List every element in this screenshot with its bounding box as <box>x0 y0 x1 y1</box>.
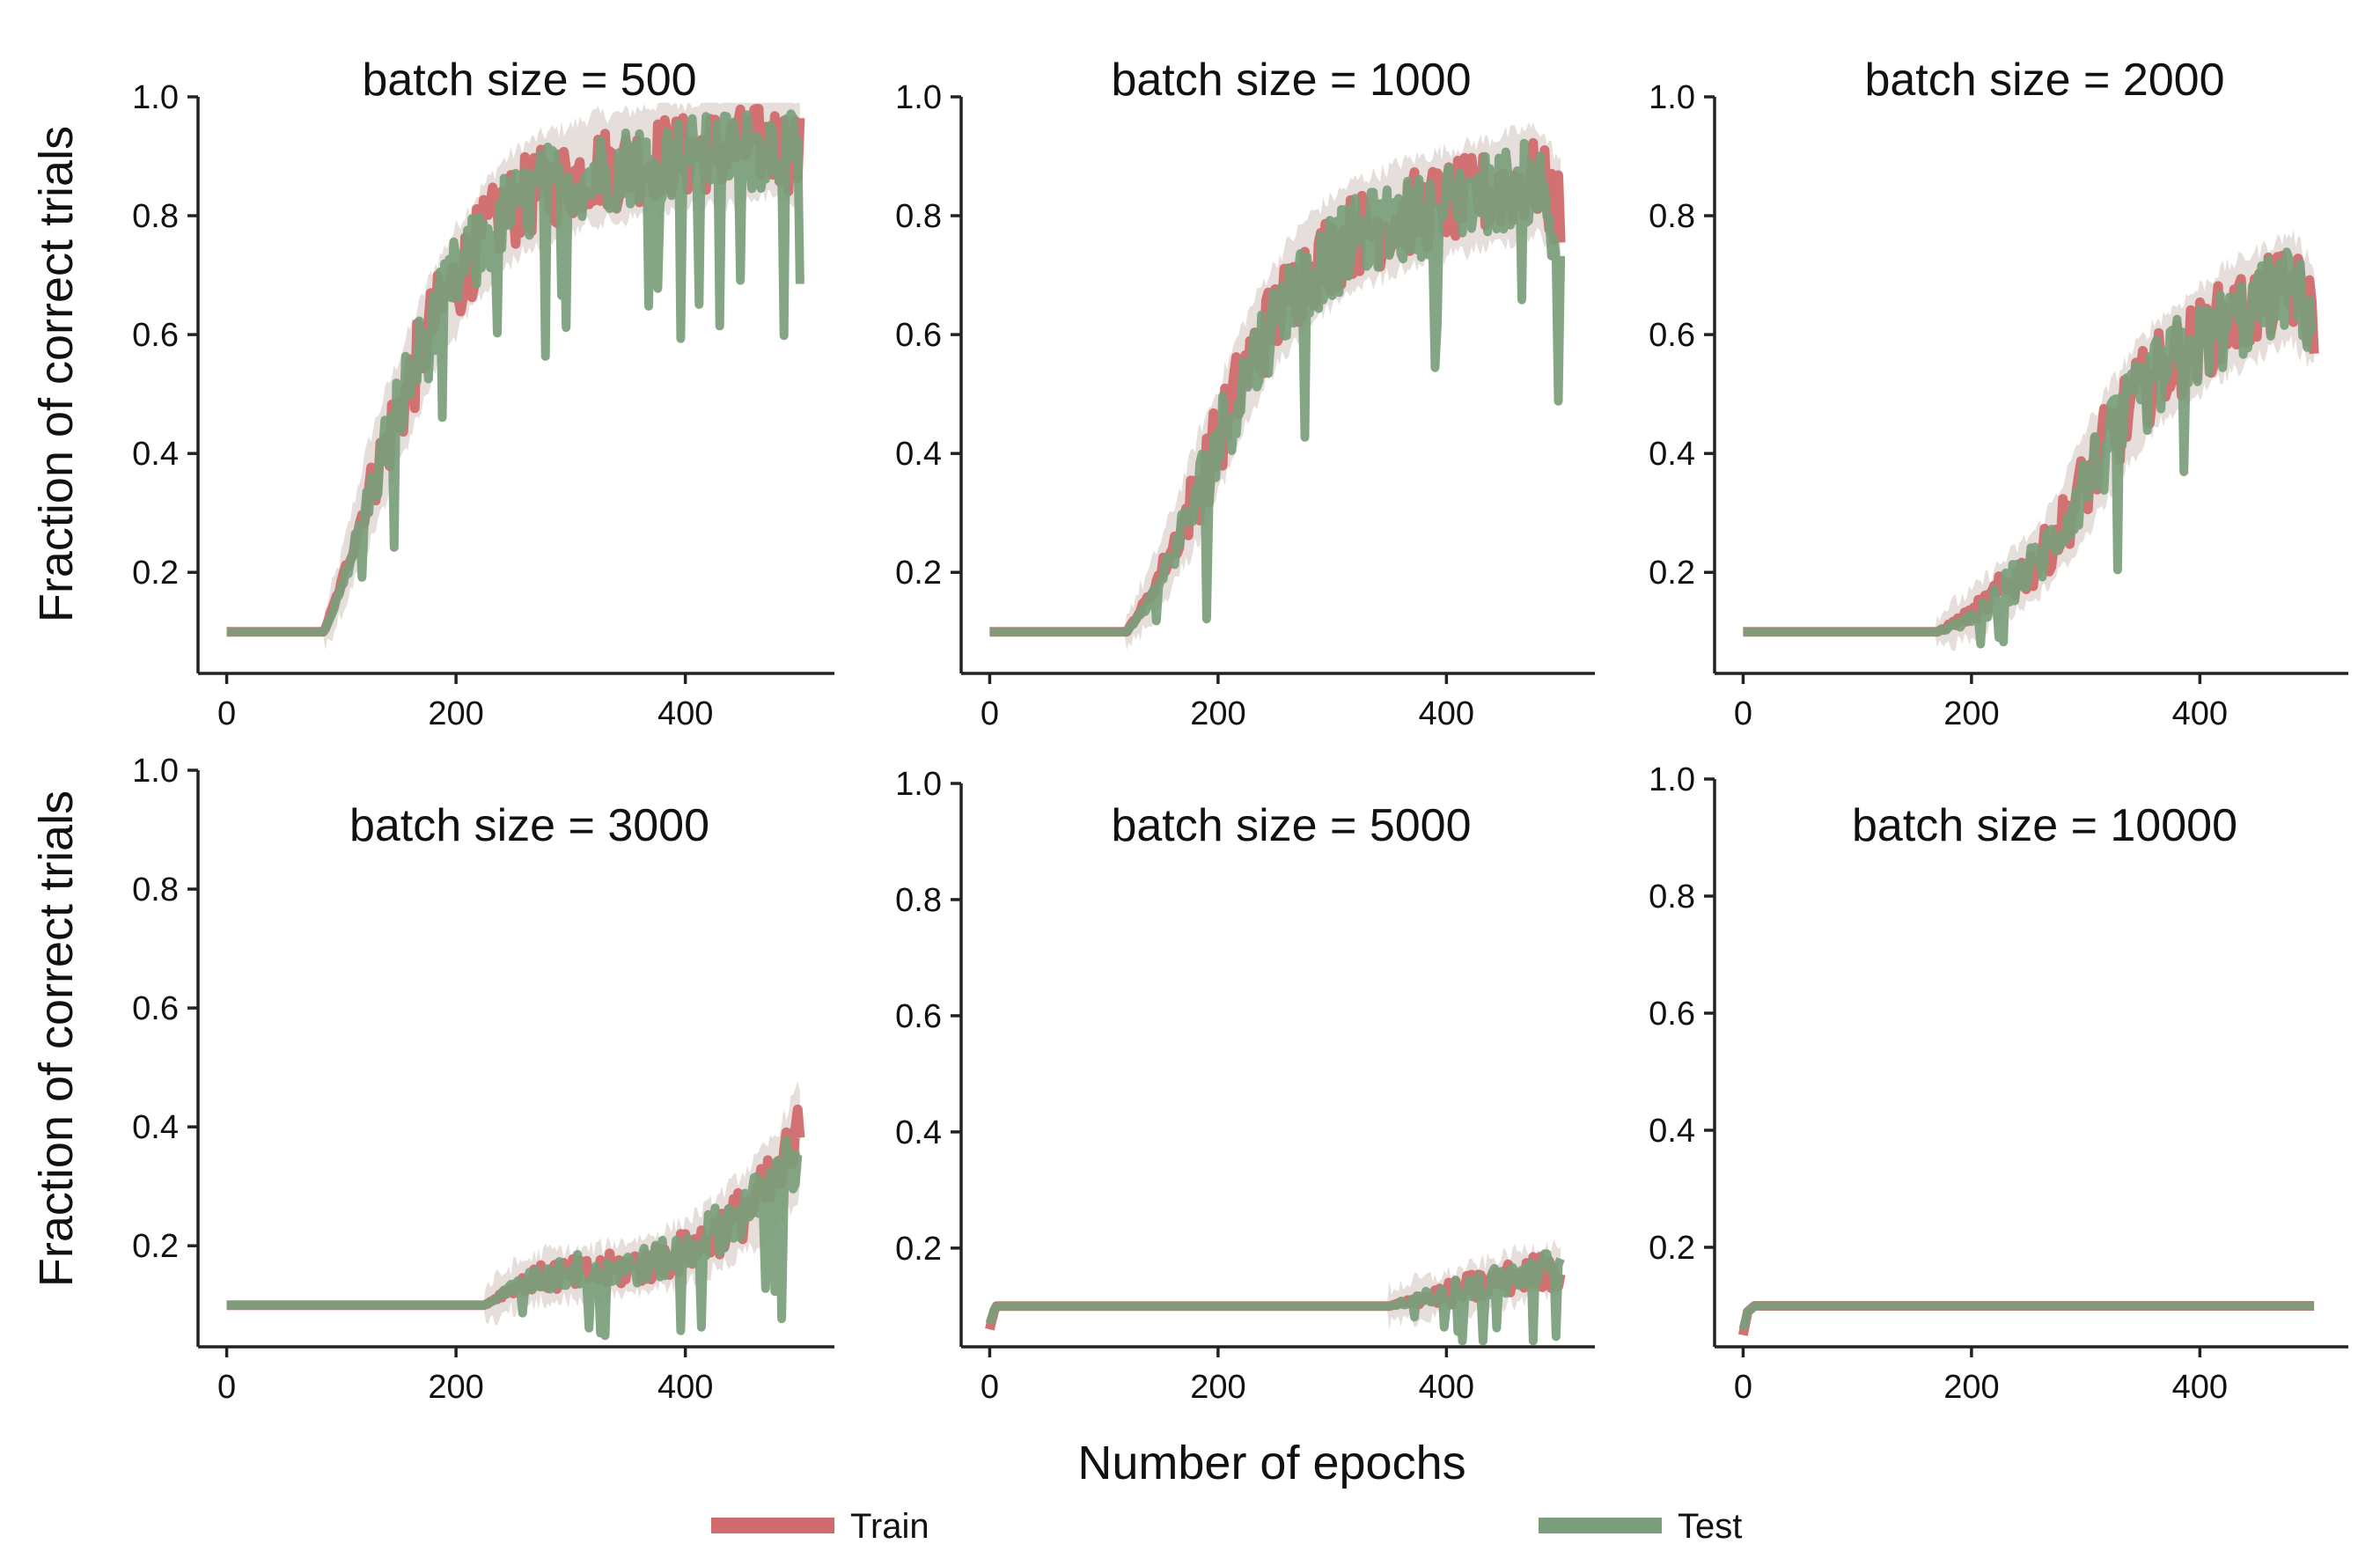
y-tick-label: 0.6 <box>132 317 179 354</box>
x-tick-label: 0 <box>981 1369 999 1406</box>
y-tick-label: 1.0 <box>132 79 179 116</box>
y-tick-label: 0.2 <box>1649 555 1695 592</box>
series-line-test <box>1738 1301 2317 1331</box>
x-tick-label: 0 <box>1734 695 1752 732</box>
x-tick-label: 400 <box>2172 695 2228 732</box>
series-line-test <box>224 109 804 636</box>
x-tick-label: 200 <box>1190 1369 1245 1406</box>
y-tick-label: 1.0 <box>1649 761 1695 798</box>
y-tick-label: 0.4 <box>1649 1113 1695 1150</box>
y-tick-label: 0.8 <box>895 882 942 919</box>
panel-title: batch size = 5000 <box>1111 800 1471 851</box>
panel-title: batch size = 1000 <box>1111 55 1471 106</box>
y-tick-label: 0.6 <box>1649 996 1695 1033</box>
y-tick-label: 0.8 <box>132 198 179 235</box>
chart-legend: Train Test <box>711 1507 1742 1546</box>
x-axis-label: Number of epochs <box>1077 1437 1465 1489</box>
x-tick-label: 0 <box>217 1369 236 1406</box>
x-tick-label: 0 <box>981 695 999 732</box>
y-tick-label: 1.0 <box>895 766 942 803</box>
y-tick-label: 0.6 <box>132 990 179 1027</box>
y-tick-label: 0.2 <box>1649 1230 1695 1267</box>
y-tick-label: 0.4 <box>895 1114 942 1151</box>
x-tick-label: 200 <box>1943 1369 1999 1406</box>
panel-4: batch size = 3000 0.2 0.4 0.6 0.8 1.0 0 200 400 <box>132 753 834 1406</box>
x-tick-label: 400 <box>657 1369 713 1406</box>
x-tick-label: 200 <box>1943 695 1999 732</box>
y-tick-label: 0.6 <box>1649 317 1695 354</box>
panel-title: batch size = 3000 <box>349 800 709 851</box>
y-tick-label: 1.0 <box>1649 79 1695 116</box>
x-tick-label: 0 <box>1734 1369 1752 1406</box>
x-tick-label: 400 <box>1419 1369 1474 1406</box>
y-axis-label-top: Fraction of correct trials <box>30 126 83 622</box>
y-tick-label: 0.8 <box>1649 879 1695 915</box>
panel-title: batch size = 10000 <box>1852 800 2237 851</box>
x-tick-label: 200 <box>428 1369 483 1406</box>
y-tick-label: 0.8 <box>132 871 179 908</box>
legend-label-test: Test <box>1678 1507 1742 1546</box>
panel-6: batch size = 10000 0.2 0.4 0.6 0.8 1.0 0 200 400 <box>1649 761 2348 1406</box>
panel-title: batch size = 2000 <box>1864 55 2224 106</box>
panel-title: batch size = 500 <box>362 55 696 106</box>
y-tick-label: 0.4 <box>1649 436 1695 473</box>
y-tick-label: 0.4 <box>895 436 942 473</box>
y-tick-label: 0.4 <box>132 1109 179 1146</box>
x-tick-label: 200 <box>1190 695 1245 732</box>
y-tick-label: 0.6 <box>895 998 942 1035</box>
y-tick-label: 0.2 <box>132 555 179 592</box>
x-tick-label: 400 <box>657 695 713 732</box>
chart-panels: batch size = 5000.20.40.60.81.00 200 400ba… <box>132 55 2348 1406</box>
series-line-test <box>1741 247 2318 649</box>
y-tick-label: 0.8 <box>895 198 942 235</box>
panel-1: batch size = 500 0.2 0.4 0.6 0.8 1.0 0 200 400 <box>132 55 834 732</box>
y-tick-label: 0.2 <box>132 1228 179 1265</box>
x-tick-label: 400 <box>2172 1369 2228 1406</box>
y-axis-label-bottom: Fraction of correct trials <box>30 790 83 1287</box>
panel-2: batch size = 1000 0.2 0.4 0.6 0.8 1.0 0 200 400 <box>895 55 1595 732</box>
x-tick-label: 200 <box>428 695 483 732</box>
x-tick-label: 0 <box>217 695 236 732</box>
x-tick-label: 400 <box>1419 695 1474 732</box>
y-tick-label: 0.4 <box>132 436 179 473</box>
series-line-test <box>988 138 1566 636</box>
series-line-test <box>224 1136 803 1341</box>
y-tick-label: 1.0 <box>895 79 942 116</box>
y-tick-label: 1.0 <box>132 753 179 790</box>
panel-5: batch size = 5000 0.2 0.4 0.6 0.8 1.0 0 200 400 <box>895 766 1595 1406</box>
legend-label-train: Train <box>850 1507 929 1546</box>
y-tick-label: 0.6 <box>895 317 942 354</box>
y-tick-label: 0.2 <box>895 1231 942 1268</box>
y-tick-label: 0.8 <box>1649 198 1695 235</box>
series-line-test <box>985 1249 1565 1346</box>
panel-3: batch size = 2000 0.2 0.4 0.6 0.8 1.0 0 200 400 <box>1649 55 2348 732</box>
y-tick-label: 0.2 <box>895 555 942 592</box>
